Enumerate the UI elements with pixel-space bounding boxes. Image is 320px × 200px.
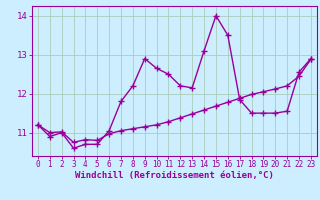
X-axis label: Windchill (Refroidissement éolien,°C): Windchill (Refroidissement éolien,°C) <box>75 171 274 180</box>
